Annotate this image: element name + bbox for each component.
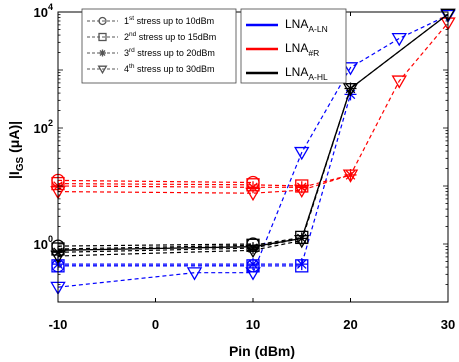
device-legend-label: LNAA-LN	[285, 17, 328, 34]
marker-triangle-down	[245, 187, 261, 202]
device-legend-box	[240, 8, 347, 84]
y-axis-title-sub: GS	[15, 156, 26, 171]
x-tick-label: 0	[152, 317, 159, 332]
series-line	[57, 14, 449, 288]
series-line	[57, 243, 254, 247]
device-subscript: A-LN	[308, 24, 327, 34]
stress-legend-entry: 3rd stress up to 20dBm	[87, 47, 215, 58]
x-tick-label: 20	[343, 317, 357, 332]
stress-legend-label: 4th stress up to 30dBm	[124, 63, 214, 74]
marker-asterisk	[247, 258, 259, 271]
marker-triangle-down	[440, 8, 456, 22]
y-tick-label-base: 10	[34, 5, 48, 20]
y-axis-title-rest: (μA)|	[6, 121, 22, 157]
marker-asterisk	[247, 181, 259, 194]
stress-legend-label: 2nd stress up to 15dBm	[124, 31, 216, 42]
series-line	[57, 236, 302, 250]
stress-legend-entry: 1st stress up to 10dBm	[87, 15, 214, 26]
series-line	[57, 174, 351, 188]
stress-legend: 1st stress up to 10dBm 2nd stress up to 1…	[81, 8, 237, 84]
marker-triangle-down	[342, 83, 359, 97]
stress-ordinal: 4	[124, 64, 129, 74]
marker-triangle-down	[294, 146, 310, 161]
marker-asterisk	[99, 49, 106, 57]
stress-legend-entry: 4th stress up to 30dBm	[87, 63, 214, 75]
marker-triangle-down	[294, 184, 310, 198]
device-name: LNA	[285, 65, 308, 79]
stress-legend-items: 1st stress up to 10dBm 2nd stress up to 1…	[87, 15, 216, 75]
stress-description: stress up to 15dBm	[136, 32, 216, 42]
stress-ordinal-suffix: th	[129, 63, 135, 70]
y-tick-label-base: 10	[34, 121, 48, 136]
x-tick-label: -10	[49, 317, 68, 332]
x-tick-label: 10	[246, 317, 260, 332]
marker-square	[98, 32, 107, 42]
device-subscript: A-HL	[308, 72, 328, 82]
stress-description: stress up to 20dBm	[135, 48, 215, 58]
y-tick-label-exponent: 2	[48, 118, 53, 128]
marker-triangle-down	[186, 267, 203, 281]
stress-description: stress up to 30dBm	[134, 64, 214, 74]
series-line-solid	[57, 13, 449, 251]
marker-asterisk	[247, 242, 259, 255]
y-tick-label-exponent: 4	[48, 2, 53, 12]
marker-circle	[98, 16, 107, 26]
series-line	[57, 179, 254, 184]
y-axis-title-main: |I	[6, 171, 22, 179]
y-tick-label-base: 10	[34, 237, 48, 252]
stress-description: stress up to 10dBm	[134, 16, 214, 26]
stress-ordinal-suffix: rd	[129, 47, 135, 54]
stress-legend-entry: 2nd stress up to 15dBm	[87, 31, 216, 42]
device-legend-label: LNA#R	[285, 41, 319, 58]
marker-triangle-down	[391, 75, 407, 89]
stress-ordinal-suffix: st	[129, 15, 134, 22]
series-line	[58, 94, 352, 265]
marker-asterisk	[295, 258, 308, 271]
y-tick-label-exponent: 0	[48, 234, 53, 244]
device-legend-label: LNAA-HL	[285, 65, 328, 82]
device-legend-entry: LNAA-HL	[246, 65, 328, 82]
device-subscript: #R	[308, 48, 319, 58]
marker-triangle-down	[342, 169, 359, 183]
series	[50, 9, 456, 296]
marker-triangle-down	[245, 267, 261, 281]
y-tick-label: 100	[34, 234, 53, 252]
y-axis-title: |IGS (μA)|	[6, 121, 26, 179]
stress-ordinal: 1	[124, 16, 129, 26]
series-line	[57, 183, 302, 187]
y-tick-label: 104	[34, 2, 53, 20]
stress-ordinal: 2	[124, 32, 129, 42]
series	[57, 13, 449, 251]
stress-legend-label: 1st stress up to 10dBm	[124, 15, 214, 26]
marker-triangle-down	[97, 65, 108, 75]
marker-asterisk	[295, 181, 308, 194]
stress-ordinal-suffix: nd	[129, 31, 137, 38]
device-name: LNA	[285, 41, 308, 55]
device-legend-entry: LNA#R	[246, 41, 319, 58]
stress-ordinal: 3	[124, 48, 129, 58]
stress-legend-label: 3rd stress up to 20dBm	[124, 47, 215, 58]
device-legend-entry: LNAA-LN	[246, 17, 328, 34]
x-axis-title: Pin (dBm)	[229, 343, 295, 359]
y-tick-label: 102	[34, 118, 53, 136]
series	[50, 8, 456, 264]
series-line	[57, 22, 449, 194]
device-name: LNA	[285, 17, 308, 31]
marker-triangle-down	[294, 235, 310, 249]
x-tick-label: 30	[441, 317, 455, 332]
marker-triangle-down	[391, 32, 407, 47]
marker-triangle-down	[342, 62, 359, 76]
marker-triangle-down	[245, 244, 261, 259]
